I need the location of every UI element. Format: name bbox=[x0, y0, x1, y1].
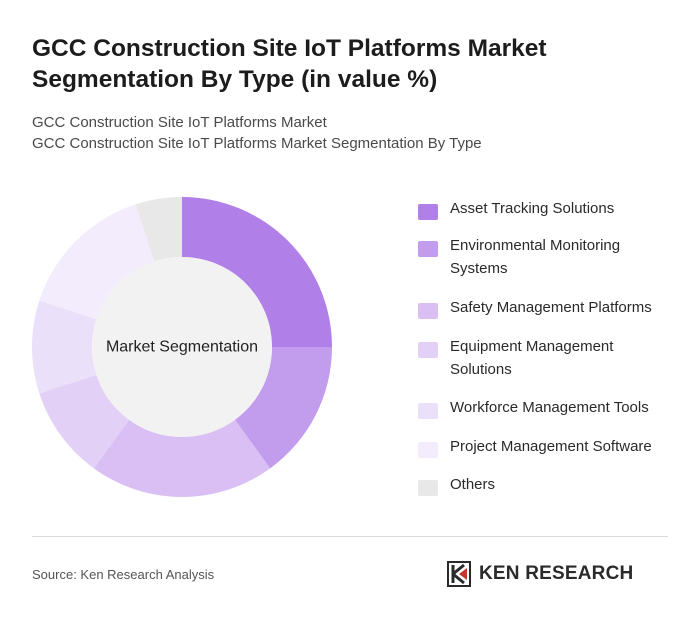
legend-swatch bbox=[418, 241, 438, 257]
donut-slice-3 bbox=[93, 419, 271, 498]
legend-swatch bbox=[418, 303, 438, 319]
legend-label: Asset Tracking Solutions bbox=[450, 200, 615, 217]
donut-chart: Market Segmentation bbox=[32, 197, 332, 498]
legend-swatch bbox=[418, 342, 438, 358]
legend-item: Workforce Management Tools bbox=[418, 397, 678, 420]
legend-item: Asset Tracking Solutions bbox=[418, 198, 678, 221]
source-note: Source: Ken Research Analysis bbox=[32, 567, 215, 582]
legend-item: Equipment Management Solutions bbox=[418, 336, 678, 381]
donut-slice-5 bbox=[32, 300, 97, 394]
legend-item: Safety Management Platforms bbox=[418, 297, 678, 320]
brand-name: KEN RESEARCH bbox=[479, 563, 634, 584]
legend-label: Safety Management Platforms bbox=[450, 299, 652, 316]
legend-label: Equipment Management Solutions bbox=[450, 338, 614, 378]
subtitle-line-1: GCC Construction Site IoT Platforms Mark… bbox=[32, 114, 327, 131]
legend-swatch bbox=[418, 442, 438, 458]
legend-label: Workforce Management Tools bbox=[450, 399, 649, 416]
legend-item: Environmental Monitoring Systems bbox=[418, 235, 678, 280]
donut-center-label: Market Segmentation bbox=[106, 339, 258, 356]
legend-label: Environmental Monitoring Systems bbox=[450, 237, 621, 277]
ken-research-logo-icon bbox=[447, 561, 471, 587]
legend-item: Others bbox=[418, 474, 678, 497]
donut-slice-1 bbox=[182, 197, 332, 347]
donut-slice-6 bbox=[39, 204, 155, 320]
chart-subtitle: GCC Construction Site IoT Platforms Mark… bbox=[32, 112, 482, 154]
legend-label: Project Management Software bbox=[450, 438, 652, 455]
donut-slice-4 bbox=[39, 374, 130, 469]
brand-logo: KEN RESEARCH bbox=[447, 560, 672, 588]
donut-slices bbox=[32, 197, 332, 498]
legend-label: Others bbox=[450, 476, 496, 493]
donut-center bbox=[92, 257, 272, 437]
legend-swatch bbox=[418, 403, 438, 419]
legend-item: Project Management Software bbox=[418, 436, 678, 459]
legend-swatch bbox=[418, 204, 438, 220]
donut-slice-7 bbox=[135, 197, 182, 262]
donut-slice-2 bbox=[234, 347, 332, 469]
footer-divider bbox=[32, 536, 668, 537]
subtitle-line-2: GCC Construction Site IoT Platforms Mark… bbox=[32, 135, 482, 152]
chart-title: GCC Construction Site IoT Platforms Mark… bbox=[32, 35, 547, 93]
legend-swatch bbox=[418, 480, 438, 496]
